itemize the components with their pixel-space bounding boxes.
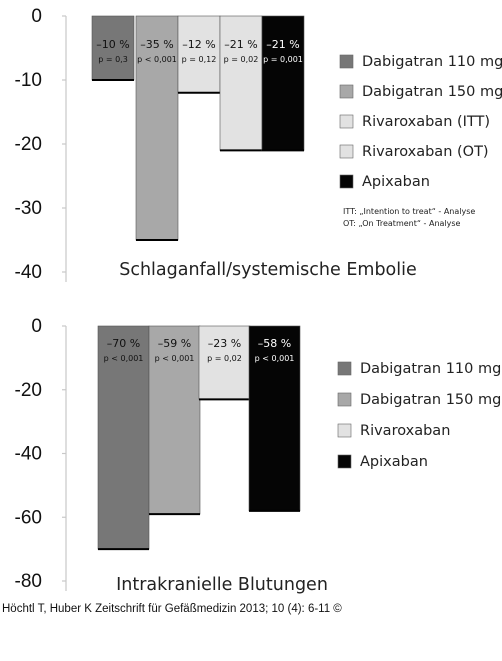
bar-value-label: –58 % [258, 337, 291, 350]
bar-p-value-label: p = 0,02 [224, 55, 259, 64]
y-tick-label: -10 [15, 70, 42, 91]
legend-note: ITT: „Intention to treat“ - Analyse [343, 207, 475, 216]
bar-value-label: –12 % [182, 38, 215, 51]
bar-value-label: –10 % [96, 38, 129, 51]
bar-p-value-label: p < 0,001 [104, 354, 144, 363]
legend-swatch [337, 454, 352, 469]
bar [97, 325, 150, 550]
legend-label: Apixaban [360, 454, 428, 470]
legend-swatch [339, 174, 354, 189]
bar-p-value-label: p = 0,12 [182, 55, 217, 64]
chart-title: Intrakranielle Blutungen [116, 575, 328, 595]
bar [148, 325, 201, 515]
bar [261, 15, 305, 151]
bar-value-label: –23 % [208, 337, 241, 350]
chart-title: Schlaganfall/systemische Embolie [119, 260, 417, 280]
y-tick-label: -40 [15, 262, 42, 283]
legend-label: Dabigatran 150 mg [360, 392, 501, 408]
bar-value-label: –59 % [158, 337, 191, 350]
legend-label: Rivaroxaban (ITT) [362, 114, 490, 130]
chart-intracranial-bleeding: 0 -20 -40 -60 -80 –70 % p < 0,001 –59 % p < 0,00… [15, 316, 502, 595]
chart-stroke-embolism: 0-10-20-30-40–10 %p = 0,3–35 %p < 0,001–… [15, 6, 502, 283]
legend-swatch [339, 84, 354, 99]
y-tick-label: -80 [15, 571, 42, 592]
bar-value-label: –70 % [107, 337, 140, 350]
legend-label: Rivaroxaban [360, 423, 450, 439]
bar-p-value-label: p < 0,001 [137, 55, 177, 64]
chart-canvas: 0-10-20-30-40–10 %p = 0,3–35 %p < 0,001–… [15, 6, 502, 595]
legend-label: Dabigatran 110 mg [360, 361, 501, 377]
y-tick-label: 0 [31, 316, 42, 337]
legend-swatch [339, 54, 354, 69]
bar-value-label: –21 % [266, 38, 299, 51]
y-tick-label: -30 [15, 198, 42, 219]
y-tick-label: -20 [15, 380, 42, 401]
citation-footer: Höchtl T, Huber K Zeitschrift für Gefäßm… [2, 603, 342, 615]
bar-value-label: –35 % [140, 38, 173, 51]
bar-p-value-label: p = 0,001 [263, 55, 303, 64]
y-tick-label: 0 [31, 6, 42, 27]
bar-value-label: –21 % [224, 38, 257, 51]
y-tick-label: -40 [15, 444, 42, 465]
legend-swatch [337, 361, 352, 376]
bar-p-value-label: p < 0,001 [155, 354, 195, 363]
legend-label: Dabigatran 150 mg [362, 84, 502, 100]
bar [177, 15, 221, 94]
legend-swatch [337, 423, 352, 438]
bar [248, 325, 301, 512]
legend-swatch [337, 392, 352, 407]
bar-p-value-label: p < 0,001 [255, 354, 295, 363]
legend-swatch [339, 114, 354, 129]
bar [135, 15, 179, 241]
bar [219, 15, 263, 151]
legend-note: OT: „On Treatment“ - Analyse [343, 219, 461, 228]
legend-swatch [339, 144, 354, 159]
legend-label: Rivaroxaban (OT) [362, 144, 489, 160]
y-tick-label: -60 [15, 507, 42, 528]
legend-label: Apixaban [362, 174, 430, 190]
y-tick-label: -20 [15, 134, 42, 155]
bar-p-value-label: p = 0,3 [98, 55, 128, 64]
bar-p-value-label: p = 0,02 [207, 354, 242, 363]
legend-label: Dabigatran 110 mg [362, 54, 502, 70]
